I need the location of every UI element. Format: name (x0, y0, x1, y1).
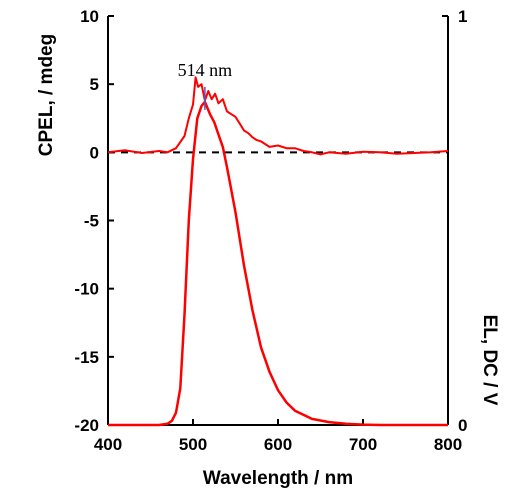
left-y-tick-label: 0 (90, 143, 99, 162)
right-y-axis-title: EL, DC / V (479, 315, 500, 406)
right-y-tick-label: 1 (458, 7, 467, 26)
left-y-tick-label: -5 (84, 212, 99, 231)
left-y-axis-title: CPEL, / mdeg (36, 34, 57, 156)
chart-axes (107, 16, 449, 426)
chart-annotations: 514 nm (178, 60, 233, 110)
x-tick-label: 600 (264, 435, 292, 454)
x-tick-label: 700 (349, 435, 377, 454)
left-y-tick-label: 10 (80, 7, 99, 26)
x-tick-label: 500 (179, 435, 207, 454)
chart-series (107, 76, 449, 427)
left-y-tick-label: -20 (74, 416, 99, 435)
left-y-tick-label: 5 (90, 75, 99, 94)
left-y-tick-label: -15 (74, 348, 99, 367)
right-y-tick-label: 0 (458, 416, 467, 435)
cpel-series-line (107, 76, 449, 156)
x-tick-label: 400 (94, 435, 122, 454)
x-tick-label: 800 (434, 435, 462, 454)
left-y-tick-label: -10 (74, 280, 99, 299)
x-axis-title: Wavelength / nm (203, 468, 353, 489)
el-series-line (108, 100, 448, 427)
peak-annotation-label: 514 nm (178, 60, 233, 80)
